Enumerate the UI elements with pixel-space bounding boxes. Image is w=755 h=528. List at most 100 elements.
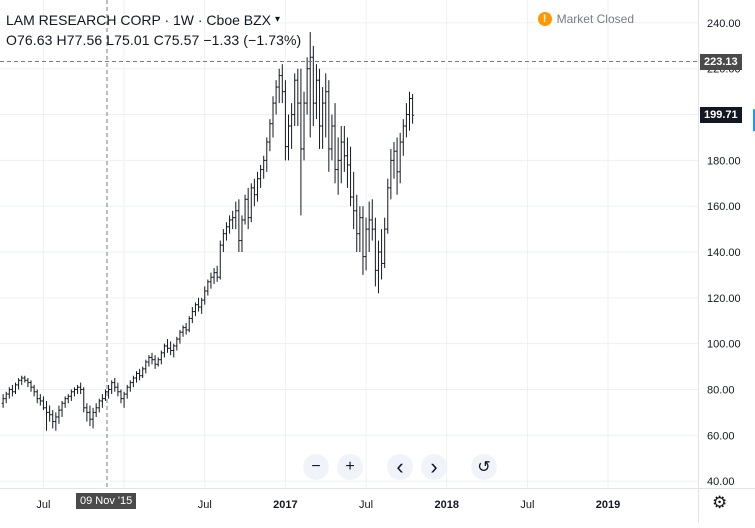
symbol-title-text: LAM RESEARCH CORP · 1W · Cboe BZX (6, 12, 272, 28)
market-status[interactable]: ! Market Closed (537, 12, 634, 26)
ohlc-bar (411, 93, 415, 124)
ohlc-bar (361, 206, 365, 275)
ohlc-bar (51, 410, 55, 429)
ohlc-bar (76, 384, 80, 395)
ohlc-bar (116, 382, 120, 397)
ohlc-bar (249, 183, 253, 223)
ohlc-bar (349, 146, 353, 207)
ohlc-bar (231, 210, 235, 230)
chart-pane[interactable]: LAM RESEARCH CORP · 1W · Cboe BZX ▾ O76.… (0, 0, 698, 488)
ohlc-bar (234, 201, 238, 230)
ohlc-bar (221, 229, 225, 253)
ohlc-bar (66, 394, 70, 404)
ohlc-bar (386, 178, 390, 234)
ohlc-bar (265, 137, 269, 172)
ohlc-bar (324, 73, 328, 138)
ohlc-bar (7, 387, 11, 399)
ohlc-bar (29, 380, 33, 392)
ohlc-bar (327, 80, 331, 172)
time-tick-label: Jul (520, 499, 534, 511)
crosshair-date-label: 09 Nov '15 (76, 493, 137, 509)
ohlc-bar (404, 103, 408, 138)
ohlc-bar (131, 375, 135, 388)
ohlc-bar (72, 387, 76, 397)
ohlc-bar (283, 80, 287, 161)
ohlc-bar (35, 389, 39, 404)
grid-layer (0, 0, 698, 488)
ohlc-bar (175, 336, 179, 351)
ohlc-bar (228, 215, 232, 234)
ohlc-bar (376, 240, 380, 294)
ohlc-bar (218, 240, 222, 280)
ohlc-bar (128, 380, 132, 392)
ohlc-bar (113, 378, 117, 392)
ohlc-bar (352, 171, 356, 230)
ohlc-bar (383, 217, 387, 269)
alert-icon: ! (537, 12, 552, 26)
ohlc-bar (206, 279, 210, 296)
ohlc-values: O76.63 H77.56 L75.01 C75.57 −1.33 (−1.73… (6, 32, 302, 48)
ohlc-bar (63, 396, 67, 408)
ohlc-bar (392, 142, 396, 179)
ohlc-bar (41, 396, 45, 411)
ohlc-bar (401, 119, 405, 156)
market-status-text: Market Closed (556, 12, 634, 26)
ohlc-bar (181, 325, 185, 337)
toolbar-gap (371, 454, 379, 480)
ohlc-bar (367, 201, 371, 253)
ohlc-bar (110, 380, 114, 395)
time-tick-label: 2018 (434, 499, 458, 511)
ohlc-bar (287, 114, 291, 161)
toolbar-gap (455, 454, 463, 480)
ohlc-bar (79, 382, 83, 395)
symbol-title[interactable]: LAM RESEARCH CORP · 1W · Cboe BZX ▾ (6, 10, 301, 30)
ohlc-bar (271, 96, 275, 138)
price-tick-label: 240.00 (707, 18, 741, 30)
price-tick-label: 40.00 (707, 476, 735, 488)
chevron-down-icon[interactable]: ▾ (275, 14, 281, 25)
ohlc-bar (197, 297, 201, 312)
chart-legend: LAM RESEARCH CORP · 1W · Cboe BZX ▾ O76.… (6, 10, 301, 50)
ohlc-bar (144, 359, 148, 374)
ohlc-bar (237, 199, 241, 253)
ohlc-bar (262, 155, 266, 179)
ohlc-bar (91, 407, 95, 429)
time-tick-label: 2017 (273, 499, 297, 511)
ohlc-bar (4, 391, 8, 404)
ohlc-bar (150, 352, 154, 365)
reset-chart-button[interactable]: ↺ (471, 454, 497, 480)
ohlc-bar (358, 206, 362, 253)
zoom-out-button[interactable]: − (303, 454, 329, 480)
ohlc-bar (48, 405, 52, 422)
ohlc-bar (23, 375, 27, 383)
ohlc-bar (209, 272, 213, 289)
ohlc-bar (389, 148, 393, 200)
ohlc-bar (255, 171, 259, 202)
chart-navigation-toolbar: − + ‹ › ↺ (303, 454, 497, 480)
ohlc-bar (345, 137, 349, 188)
ohlc-bar (138, 368, 142, 381)
ohlc-bar (45, 400, 49, 431)
time-tick-label: 2019 (596, 499, 620, 511)
gear-icon[interactable]: ⚙ (712, 493, 728, 512)
ohlc-bar (85, 403, 89, 422)
scroll-left-button[interactable]: ‹ (387, 454, 413, 480)
price-axis[interactable]: 40.00 60.00 80.00 100.00 120.00 140.00 160.00 1… (698, 0, 755, 488)
ohlc-bar (308, 32, 312, 138)
zoom-in-button[interactable]: + (337, 454, 363, 480)
ohlc-bar (290, 103, 294, 149)
ohlc-bar (100, 394, 104, 408)
ohlc-bar (296, 68, 300, 127)
ohlc-bar (305, 57, 309, 115)
ohlc-bar (330, 114, 334, 161)
ohlc-bar (103, 389, 107, 401)
ohlc-bar (380, 229, 384, 280)
price-chart[interactable] (0, 0, 698, 488)
ohlc-bar (82, 387, 86, 413)
price-range-marker (753, 109, 755, 132)
last-price-label: 199.71 (700, 107, 742, 124)
scroll-right-button[interactable]: › (421, 454, 447, 480)
ohlc-bar (88, 405, 92, 427)
ohlc-bar (215, 265, 219, 282)
ohlc-bar (277, 68, 281, 104)
